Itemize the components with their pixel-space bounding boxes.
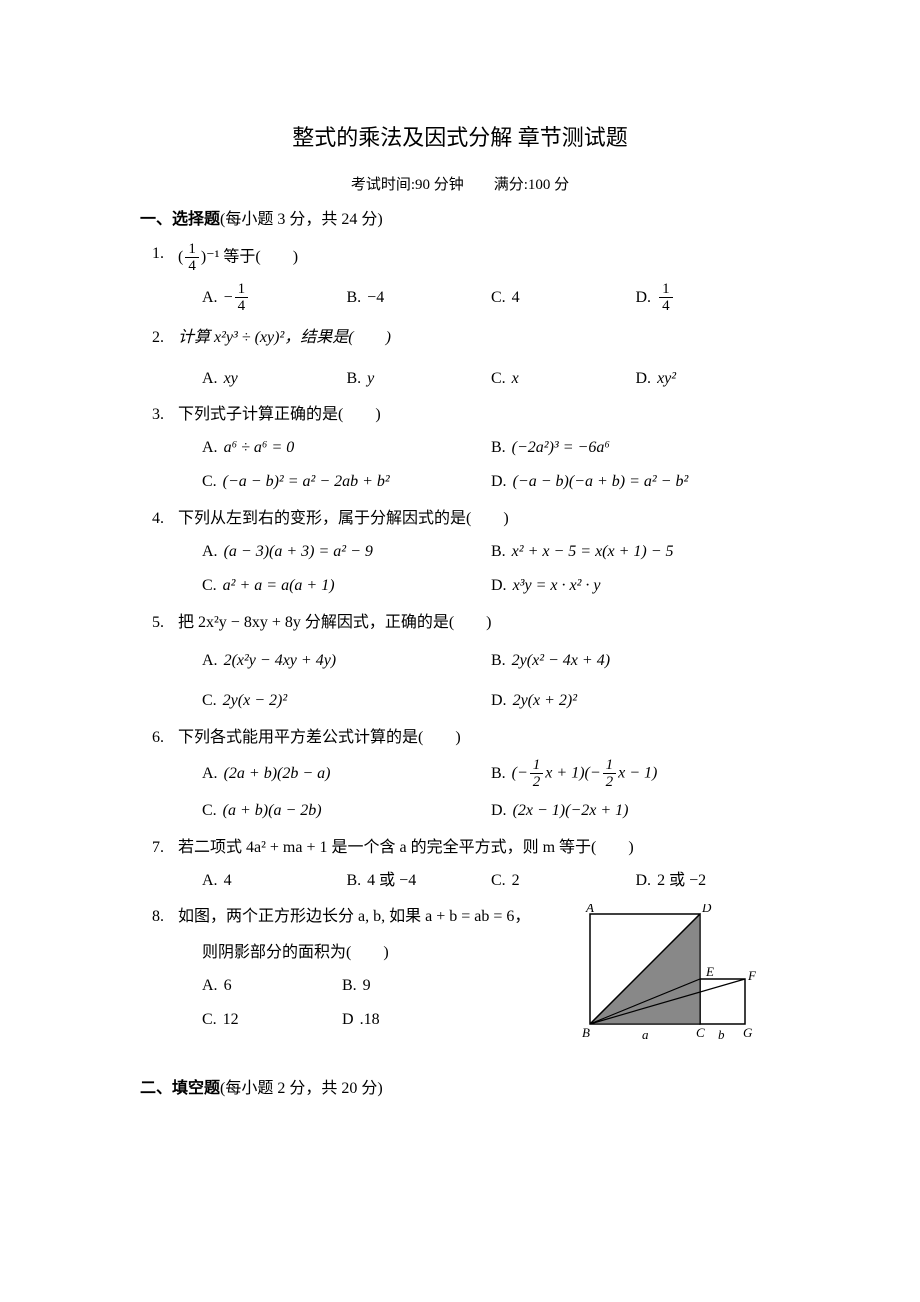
q6-stem: 下列各式能用平方差公式计算的是( ) xyxy=(178,725,780,751)
svg-text:b: b xyxy=(718,1027,725,1042)
section-1-label: 一、选择题 xyxy=(140,211,220,228)
q2-stem: 计算 x²y³ ÷ (xy)²，结果是( ) xyxy=(178,325,780,351)
q1-option-c: C.4 xyxy=(491,281,636,315)
q7-option-a: A.4 xyxy=(202,866,347,894)
section-2-header: 二、填空题(每小题 2 分，共 20 分) xyxy=(140,1076,780,1102)
q8-figure: A D E F B C G a b xyxy=(580,904,780,1058)
page-title: 整式的乘法及因式分解 章节测试题 xyxy=(140,120,780,155)
section-1-points: (每小题 3 分，共 24 分) xyxy=(220,211,383,228)
q2-number: 2. xyxy=(152,325,178,351)
q1-number: 1. xyxy=(152,241,178,267)
svg-text:C: C xyxy=(696,1025,705,1040)
exam-info: 考试时间:90 分钟 满分:100 分 xyxy=(140,173,780,197)
q1-stem: (14)⁻¹ 等于( ) xyxy=(178,241,780,275)
question-6: 6. 下列各式能用平方差公式计算的是( ) A.(2a + b)(2b − a)… xyxy=(140,725,780,825)
q5-option-d: D.2y(x + 2)² xyxy=(491,687,780,715)
q1-option-a: A. −14 xyxy=(202,281,347,315)
question-1: 1. (14)⁻¹ 等于( ) A. −14 B.−4 C.4 D. 14 xyxy=(140,241,780,315)
svg-text:B: B xyxy=(582,1025,590,1040)
svg-text:a: a xyxy=(642,1027,649,1042)
q4-option-b: B.x² + x − 5 = x(x + 1) − 5 xyxy=(491,538,780,566)
q4-option-d: D.x³y = x · x² · y xyxy=(491,572,780,600)
q1-option-d: D. 14 xyxy=(636,281,781,315)
section-2-label: 二、填空题 xyxy=(140,1080,220,1097)
q2-option-c: C.x xyxy=(491,364,636,392)
question-8: 8. 如图，两个正方形边长分 a, b, 如果 a + b = ab = 6， … xyxy=(140,904,780,1058)
q2-option-a: A.xy xyxy=(202,364,347,392)
section-1-header: 一、选择题(每小题 3 分，共 24 分) xyxy=(140,207,780,233)
question-3: 3. 下列式子计算正确的是( ) A.a⁶ ÷ a⁶ = 0 B.(−2a²)³… xyxy=(140,402,780,496)
svg-text:D: D xyxy=(701,904,712,915)
svg-text:E: E xyxy=(705,964,714,979)
q4-number: 4. xyxy=(152,506,178,532)
question-5: 5. 把 2x²y − 8xy + 8y 分解因式，正确的是( ) A.2(x²… xyxy=(140,610,780,716)
q8-number: 8. xyxy=(152,904,178,930)
q5-option-a: A.2(x²y − 4xy + 4y) xyxy=(202,647,491,675)
question-4: 4. 下列从左到右的变形，属于分解因式的是( ) A.(a − 3)(a + 3… xyxy=(140,506,780,600)
q8-option-d: D.18 xyxy=(342,1006,482,1034)
q6-option-d: D.(2x − 1)(−2x + 1) xyxy=(491,797,780,825)
q5-stem: 把 2x²y − 8xy + 8y 分解因式，正确的是( ) xyxy=(178,610,780,636)
q3-stem: 下列式子计算正确的是( ) xyxy=(178,402,780,428)
q6-option-a: A.(2a + b)(2b − a) xyxy=(202,757,491,791)
q7-option-d: D.2 或 −2 xyxy=(636,866,781,894)
q7-option-c: C.2 xyxy=(491,866,636,894)
q4-stem: 下列从左到右的变形，属于分解因式的是( ) xyxy=(178,506,780,532)
q5-option-c: C.2y(x − 2)² xyxy=(202,687,491,715)
q3-option-c: C.(−a − b)² = a² − 2ab + b² xyxy=(202,468,491,496)
q1-option-b: B.−4 xyxy=(347,281,492,315)
q8-option-b: B.9 xyxy=(342,972,482,1000)
q8-stem-2: 则阴影部分的面积为( ) xyxy=(202,940,570,966)
svg-text:G: G xyxy=(743,1025,753,1040)
q7-number: 7. xyxy=(152,835,178,861)
q5-option-b: B.2y(x² − 4x + 4) xyxy=(491,647,780,675)
q4-option-c: C.a² + a = a(a + 1) xyxy=(202,572,491,600)
question-7: 7. 若二项式 4a² + ma + 1 是一个含 a 的完全平方式，则 m 等… xyxy=(140,835,780,895)
q5-number: 5. xyxy=(152,610,178,636)
q6-number: 6. xyxy=(152,725,178,751)
q7-option-b: B.4 或 −4 xyxy=(347,866,492,894)
question-2: 2. 计算 x²y³ ÷ (xy)²，结果是( ) A.xy B.y C.x D… xyxy=(140,325,780,393)
q4-option-a: A.(a − 3)(a + 3) = a² − 9 xyxy=(202,538,491,566)
q6-option-c: C.(a + b)(a − 2b) xyxy=(202,797,491,825)
q2-option-b: B.y xyxy=(347,364,492,392)
q8-option-a: A.6 xyxy=(202,972,342,1000)
q8-stem-1: 如图，两个正方形边长分 a, b, 如果 a + b = ab = 6， xyxy=(178,904,570,930)
q3-number: 3. xyxy=(152,402,178,428)
q3-option-d: D.(−a − b)(−a + b) = a² − b² xyxy=(491,468,780,496)
q3-option-b: B.(−2a²)³ = −6a⁶ xyxy=(491,434,780,462)
q6-option-b: B. (−12x + 1)(−12x − 1) xyxy=(491,757,780,791)
q7-stem: 若二项式 4a² + ma + 1 是一个含 a 的完全平方式，则 m 等于( … xyxy=(178,835,780,861)
q3-option-a: A.a⁶ ÷ a⁶ = 0 xyxy=(202,434,491,462)
section-2-points: (每小题 2 分，共 20 分) xyxy=(220,1080,383,1097)
svg-text:F: F xyxy=(747,968,757,983)
q2-option-d: D.xy² xyxy=(636,364,781,392)
svg-text:A: A xyxy=(585,904,594,915)
q8-option-c: C.12 xyxy=(202,1006,342,1034)
